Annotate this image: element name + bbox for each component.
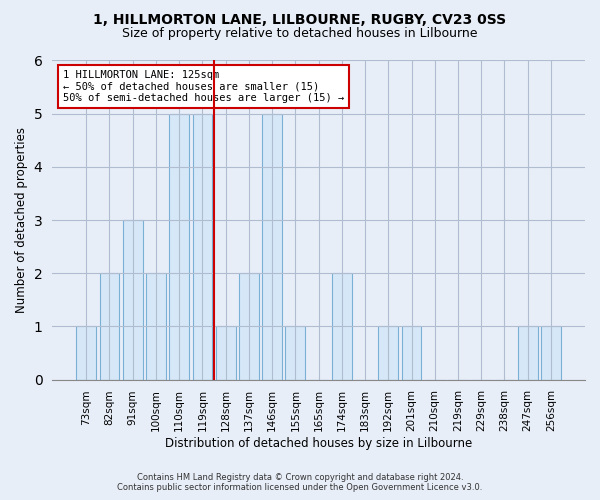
Bar — [216, 326, 236, 380]
X-axis label: Distribution of detached houses by size in Lilbourne: Distribution of detached houses by size … — [165, 437, 472, 450]
Y-axis label: Number of detached properties: Number of detached properties — [15, 127, 28, 313]
Bar — [401, 326, 421, 380]
Bar — [262, 114, 282, 380]
Text: Contains HM Land Registry data © Crown copyright and database right 2024.
Contai: Contains HM Land Registry data © Crown c… — [118, 473, 482, 492]
Bar — [541, 326, 561, 380]
Bar — [332, 273, 352, 380]
Bar — [100, 273, 119, 380]
Bar — [379, 326, 398, 380]
Bar — [518, 326, 538, 380]
Bar — [169, 114, 189, 380]
Bar — [193, 114, 212, 380]
Text: 1, HILLMORTON LANE, LILBOURNE, RUGBY, CV23 0SS: 1, HILLMORTON LANE, LILBOURNE, RUGBY, CV… — [94, 12, 506, 26]
Bar — [123, 220, 143, 380]
Text: 1 HILLMORTON LANE: 125sqm
← 50% of detached houses are smaller (15)
50% of semi-: 1 HILLMORTON LANE: 125sqm ← 50% of detac… — [63, 70, 344, 103]
Text: Size of property relative to detached houses in Lilbourne: Size of property relative to detached ho… — [122, 28, 478, 40]
Bar — [76, 326, 96, 380]
Bar — [146, 273, 166, 380]
Bar — [239, 273, 259, 380]
Bar — [286, 326, 305, 380]
